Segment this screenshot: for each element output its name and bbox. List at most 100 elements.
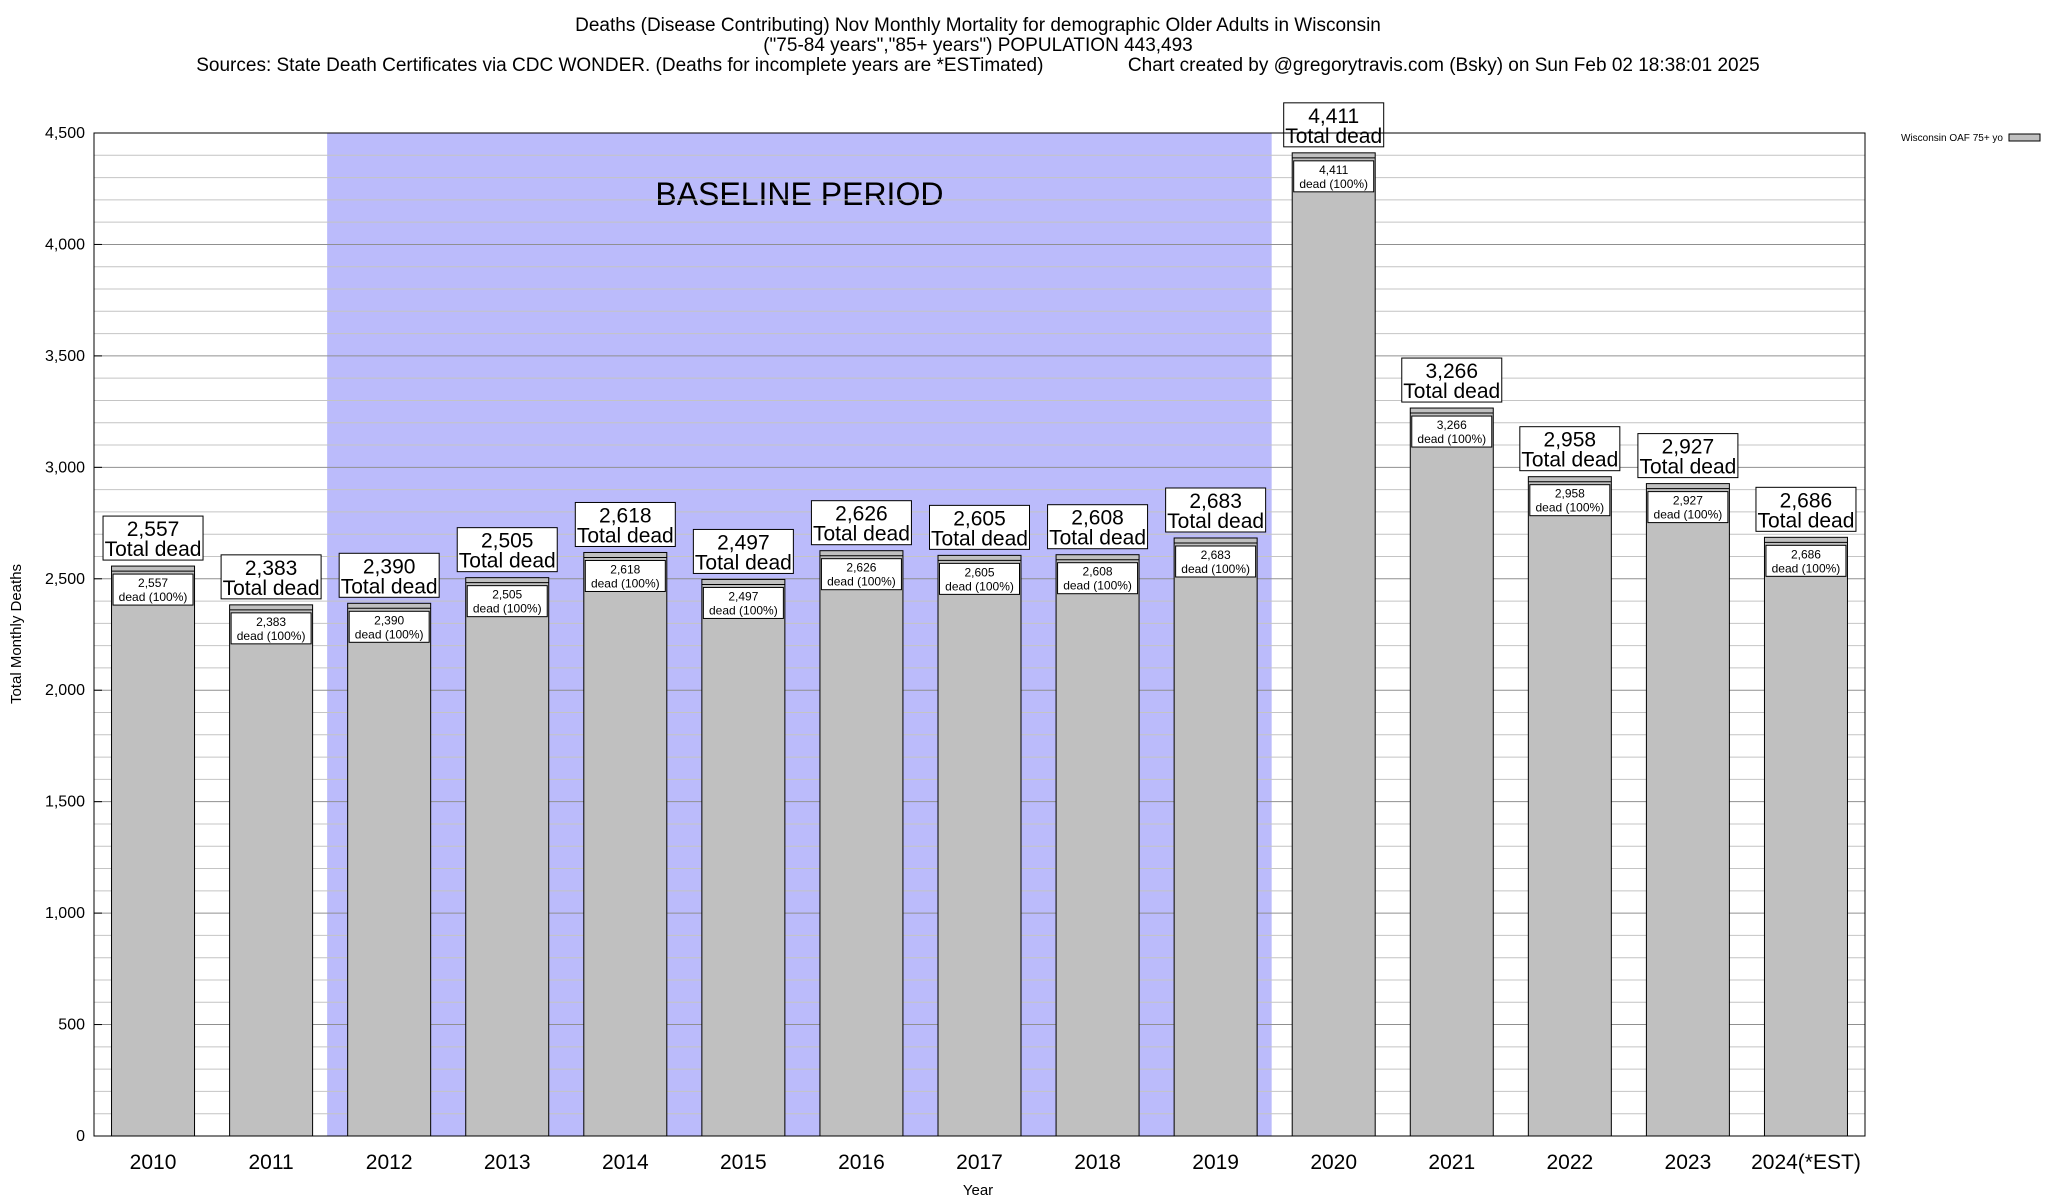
title-line-1: Deaths (Disease Contributing) Nov Monthl… [575,15,1381,36]
bar [1763,536,1848,1137]
inner-label-box [939,562,1020,595]
inner-suffix-label: dead (100%) [1299,177,1368,191]
top-value-label: 2,557 [127,518,180,541]
x-tick-label: 2020 [1310,1151,1357,1174]
y-tick-label: 3,000 [45,459,85,476]
bar [819,550,904,1137]
inner-suffix-label: dead (100%) [1535,501,1604,515]
inner-label-box [1175,545,1257,578]
plot-border [93,132,1866,1137]
top-label-box [220,554,322,600]
bar [1409,407,1494,1137]
inner-label-box [112,573,194,606]
top-suffix-label: Total dead [813,523,910,546]
x-tick-label: 2011 [249,1151,294,1174]
inner-suffix-label: dead (100%) [237,629,306,643]
top-value-label: 2,390 [363,555,416,578]
top-label-box [574,501,676,547]
top-value-label: 2,383 [245,557,298,580]
inner-suffix-label: dead (100%) [945,579,1014,593]
top-label-box [102,515,204,561]
x-tick-label: 2012 [366,1151,413,1174]
inner-value-label: 2,383 [256,615,286,629]
x-tick-label: 2017 [956,1151,1003,1174]
top-value-label: 2,505 [481,530,534,553]
title-line-3: Sources: State Death Certificates via CD… [196,55,1760,76]
inner-label-box [1765,544,1847,577]
top-label-box [1637,433,1739,479]
inner-value-label: 2,608 [1083,565,1113,579]
inner-value-label: 4,411 [1319,163,1348,177]
inner-suffix-label: dead (100%) [827,575,896,589]
inner-label-box [820,558,902,591]
top-label-box [1401,357,1503,403]
inner-value-label: 2,958 [1555,487,1585,501]
bar [465,577,550,1137]
top-value-label: 2,958 [1544,429,1597,452]
x-tick-label: 2010 [130,1151,177,1174]
top-suffix-label: Total dead [1521,449,1618,472]
bar [1645,483,1730,1137]
inner-label-box [702,586,784,619]
top-suffix-label: Total dead [459,550,556,573]
inner-suffix-label: dead (100%) [1654,508,1723,522]
top-value-label: 2,927 [1662,436,1715,459]
inner-value-label: 2,557 [138,576,168,590]
x-tick-label: 2018 [1074,1151,1121,1174]
inner-label-box [1057,562,1139,595]
top-suffix-label: Total dead [577,524,674,547]
x-tick-label: 2019 [1192,1151,1239,1174]
inner-value-label: 3,266 [1437,418,1467,432]
legend-swatch [2008,133,2041,142]
x-axis-labels: 2010 2011 2012 2013 2014 2015 2016 2017 2018 2019… [130,1151,1861,1174]
top-label-box [1165,487,1267,533]
top-label-box [338,552,440,598]
bar [111,565,196,1137]
top-suffix-label: Total dead [931,527,1028,550]
inner-value-label: 2,505 [492,588,522,602]
bar [701,578,786,1137]
bar [1291,152,1376,1137]
top-label-box [1755,486,1857,532]
top-suffix-label: Total dead [223,577,320,600]
y-tick-label: 4,000 [45,236,85,253]
inner-suffix-label: dead (100%) [1181,562,1250,576]
x-tick-label: 2015 [720,1151,767,1174]
inner-suffix-label: dead (100%) [591,576,660,590]
y-tick-label: 1,500 [45,794,85,811]
top-value-label: 2,497 [717,531,770,554]
top-suffix-label: Total dead [341,575,438,598]
top-value-label: 4,411 [1308,105,1359,128]
legend-label: Wisconsin OAF 75+ yo [1901,133,2003,144]
x-tick-label: 2024(*EST) [1751,1151,1861,1174]
top-suffix-label: Total dead [105,538,202,561]
inner-value-label: 2,626 [846,561,876,575]
top-suffix-label: Total dead [695,551,792,574]
bar [583,551,668,1137]
inner-value-label: 2,686 [1791,547,1821,561]
baseline-label: BASELINE PERIOD [655,176,943,212]
x-tick-label: 2014 [602,1151,649,1174]
inner-value-label: 2,683 [1201,548,1231,562]
legend: Wisconsin OAF 75+ yo [1901,133,2041,144]
top-value-label: 2,683 [1189,490,1242,513]
top-suffix-label: Total dead [1403,380,1500,403]
inner-label-box [1647,491,1729,524]
inner-label-box [466,585,548,618]
inner-suffix-label: dead (100%) [1417,432,1486,446]
x-tick-label: 2021 [1428,1151,1475,1174]
top-value-label: 2,605 [953,507,1006,530]
top-suffix-label: Total dead [1639,456,1736,479]
